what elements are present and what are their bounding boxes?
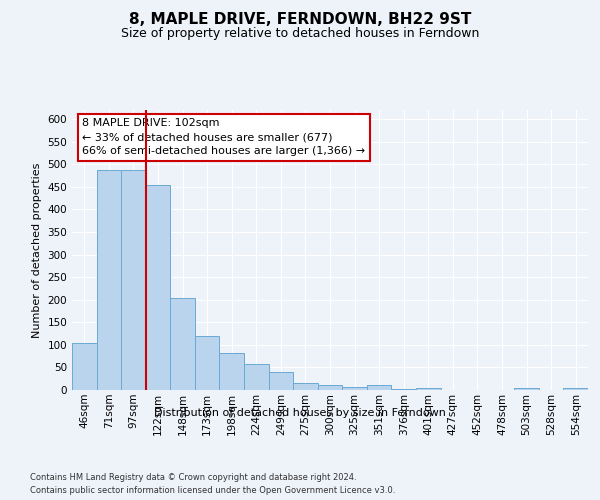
Bar [220, 353, 244, 390]
Bar [170, 298, 195, 390]
Bar [318, 386, 342, 390]
Bar [97, 170, 121, 390]
Bar [391, 388, 416, 390]
Bar [293, 383, 318, 390]
Bar [146, 186, 170, 390]
Bar [195, 336, 220, 390]
Text: Size of property relative to detached houses in Ferndown: Size of property relative to detached ho… [121, 28, 479, 40]
Bar [121, 170, 146, 390]
Bar [342, 387, 367, 390]
Text: 8 MAPLE DRIVE: 102sqm
← 33% of detached houses are smaller (677)
66% of semi-det: 8 MAPLE DRIVE: 102sqm ← 33% of detached … [82, 118, 365, 156]
Text: Contains HM Land Registry data © Crown copyright and database right 2024.
Contai: Contains HM Land Registry data © Crown c… [30, 473, 395, 495]
Bar [367, 386, 391, 390]
Text: 8, MAPLE DRIVE, FERNDOWN, BH22 9ST: 8, MAPLE DRIVE, FERNDOWN, BH22 9ST [129, 12, 471, 28]
Bar [514, 388, 539, 390]
Bar [416, 388, 440, 390]
Y-axis label: Number of detached properties: Number of detached properties [32, 162, 42, 338]
Bar [269, 372, 293, 390]
Bar [563, 388, 588, 390]
Text: Distribution of detached houses by size in Ferndown: Distribution of detached houses by size … [154, 408, 446, 418]
Bar [244, 364, 269, 390]
Bar [72, 342, 97, 390]
